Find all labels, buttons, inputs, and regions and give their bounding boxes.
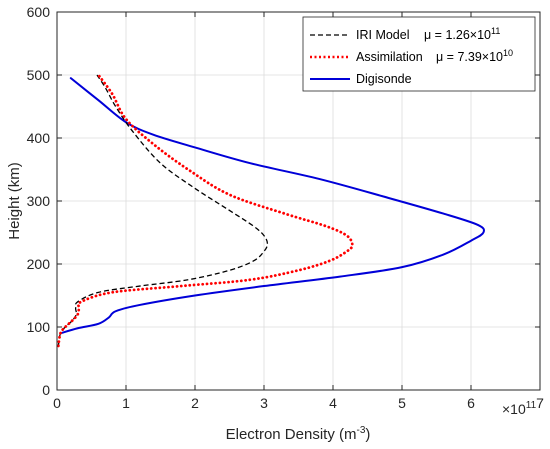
legend-entry-digisonde: Digisonde	[356, 72, 412, 86]
x-axis-label-end: )	[365, 426, 370, 443]
series-line-digisonde	[59, 77, 485, 335]
legend-name-assimilation: Assimilation	[356, 50, 423, 64]
series-layer	[56, 73, 485, 348]
y-tick-label: 400	[27, 130, 51, 146]
series-line-assimilation	[56, 73, 354, 348]
x-axis-label-main: Electron Density (m	[226, 426, 357, 443]
legend-mu-iri: μ = 1.26×10	[424, 28, 491, 42]
x-multiplier-base: ×10	[502, 401, 526, 417]
x-tick-label: 7	[536, 395, 544, 411]
y-tick-label: 300	[27, 193, 51, 209]
y-tick-label: 200	[27, 256, 51, 272]
legend-name-iri: IRI Model	[356, 28, 410, 42]
y-axis-label: Height (km)	[6, 162, 23, 240]
legend-mu-exp-iri: 11	[491, 26, 500, 36]
x-tick-label: 3	[260, 395, 268, 411]
x-axis-label: Electron Density (m-3)	[226, 425, 371, 443]
x-axis-label-sup: -3	[356, 425, 365, 436]
legend-mu-exp-assimilation: 10	[503, 48, 513, 58]
x-tick-label: 0	[53, 395, 61, 411]
legend: IRI Model μ = 1.26×1011 Assimilation μ = 7…	[302, 16, 536, 92]
y-tick-label: 100	[27, 319, 51, 335]
x-multiplier-exp: 11	[526, 400, 537, 411]
y-tick-label: 600	[27, 4, 51, 20]
x-tick-label: 1	[122, 395, 130, 411]
legend-entry-assimilation: Assimilation μ = 7.39×1010	[356, 48, 513, 64]
x-tick-label: 2	[191, 395, 199, 411]
x-tick-label: 5	[398, 395, 406, 411]
axis-ticks: 0 1 2 3 4 5 6 7 0 100 200 300 400 500 600	[27, 4, 544, 411]
legend-mu-assimilation: μ = 7.39×10	[436, 50, 503, 64]
x-tick-label: 6	[467, 395, 475, 411]
x-tick-label: 4	[329, 395, 337, 411]
legend-entry-iri: IRI Model μ = 1.26×1011	[356, 26, 500, 42]
y-tick-label: 500	[27, 67, 51, 83]
x-axis-multiplier: ×1011	[502, 400, 537, 417]
y-tick-label: 0	[42, 382, 50, 398]
